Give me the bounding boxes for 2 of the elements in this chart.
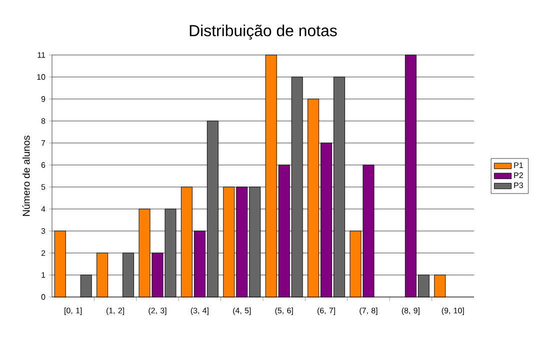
chart-title: Distribuição de notas [190, 24, 337, 40]
y-axis-title: Número de alunos [22, 136, 30, 216]
